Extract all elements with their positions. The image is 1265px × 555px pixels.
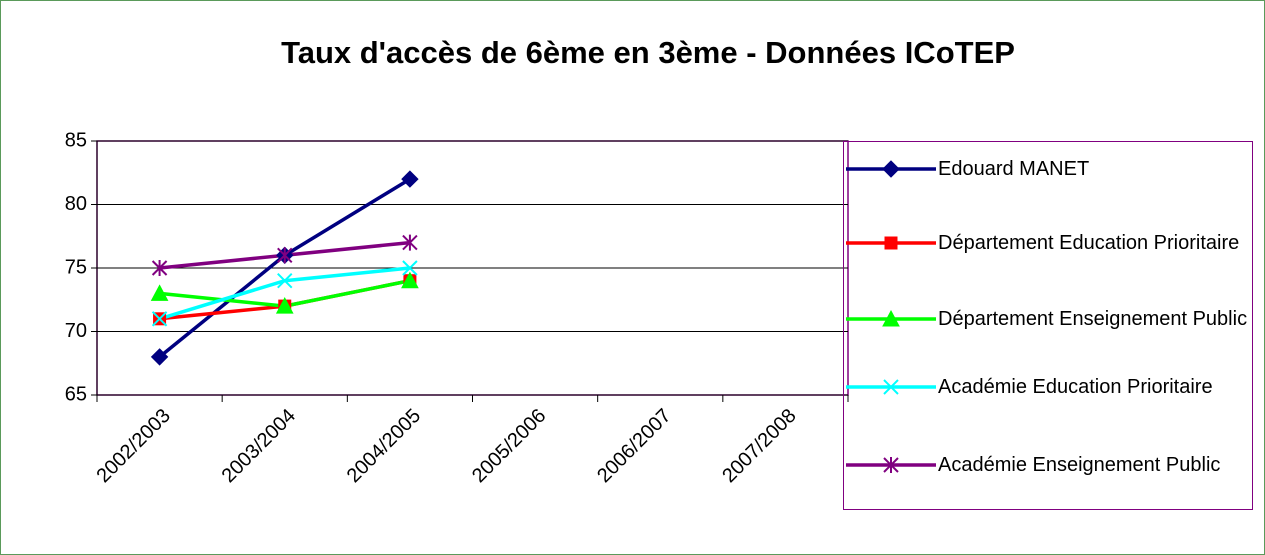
- legend-swatch: [846, 236, 936, 250]
- marker: [402, 234, 418, 251]
- legend-label: Département Education Prioritaire: [938, 232, 1240, 254]
- marker: [882, 160, 900, 178]
- marker: [401, 170, 419, 188]
- legend-label: Académie Education Prioritaire: [938, 376, 1213, 398]
- marker: [402, 260, 418, 276]
- legend: Edouard MANET Département Education Prior…: [843, 141, 1253, 510]
- marker: [277, 272, 293, 289]
- marker: [401, 271, 419, 289]
- y-tick-label: 65: [65, 383, 87, 405]
- y-tick-label: 70: [65, 320, 87, 342]
- marker: [275, 297, 294, 314]
- legend-swatch: [846, 379, 936, 395]
- marker: [150, 348, 169, 366]
- marker: [150, 284, 169, 301]
- chart-title: Taux d'accès de 6ème en 3ème - Données I…: [281, 35, 1015, 70]
- marker: [277, 247, 293, 264]
- legend-swatch: [846, 160, 936, 178]
- legend-label: Département Enseignement Public: [938, 308, 1248, 330]
- marker: [151, 260, 168, 276]
- y-tick-label: 80: [65, 193, 87, 215]
- legend-swatch: [846, 457, 936, 473]
- legend-label: Edouard MANET: [938, 158, 1090, 180]
- legend-swatch: [846, 309, 936, 327]
- marker: [883, 457, 899, 473]
- y-tick-label: 85: [65, 129, 87, 151]
- marker: [882, 309, 900, 327]
- legend-label: Académie Enseignement Public: [938, 454, 1221, 476]
- marker: [151, 311, 168, 327]
- marker: [883, 379, 899, 395]
- y-tick-label: 75: [65, 256, 87, 278]
- marker: [884, 236, 898, 250]
